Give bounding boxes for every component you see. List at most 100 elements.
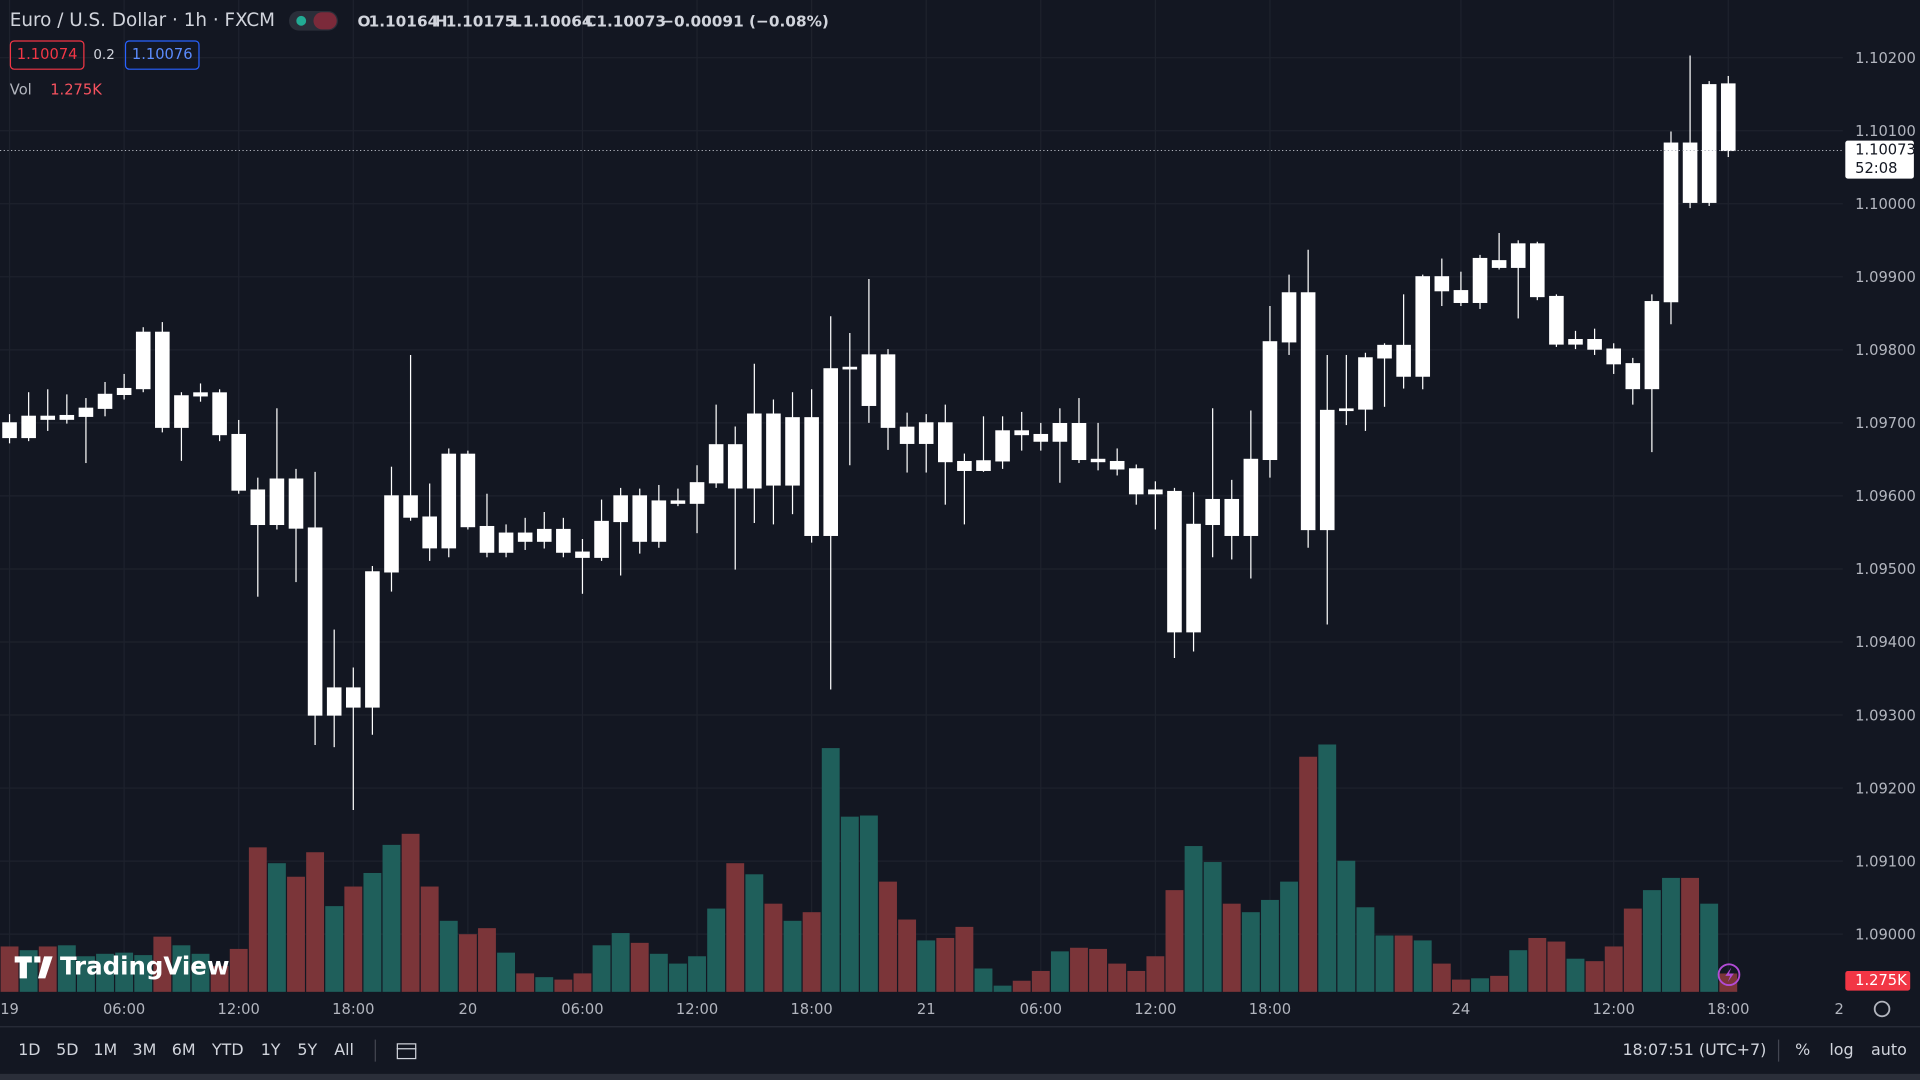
candle-body — [326, 687, 342, 716]
y-tick-label: 1.09100 — [1855, 853, 1916, 870]
range-button[interactable]: 1Y — [261, 1040, 281, 1059]
candle-body — [804, 417, 819, 536]
sell-button[interactable] — [9, 40, 85, 70]
x-tick-label: 12:00 — [218, 1001, 260, 1018]
range-button[interactable]: 6M — [172, 1040, 196, 1059]
symbol-title[interactable]: Euro / U.S. Dollar · 1h · FXCM — [10, 10, 275, 31]
volume-bar — [535, 977, 554, 992]
candle-body — [1090, 458, 1106, 463]
volume-bar — [592, 945, 611, 992]
range-button[interactable]: 5Y — [297, 1040, 317, 1059]
candle-body — [727, 444, 743, 489]
candle-body — [689, 482, 705, 504]
volume-bar — [382, 844, 401, 992]
candle-body — [384, 495, 399, 573]
candle-body — [766, 413, 781, 486]
ohlc-value: 1.10164 — [369, 13, 439, 31]
y-tick-label: 1.10000 — [1855, 196, 1916, 213]
ohlc-label: O — [358, 13, 371, 31]
volume-bar — [669, 963, 687, 992]
range-button[interactable]: 1D — [18, 1040, 40, 1059]
candle-body — [556, 528, 571, 553]
candle-body — [1167, 490, 1182, 633]
volume-bar — [764, 903, 783, 992]
log-toggle[interactable]: log — [1829, 1040, 1853, 1059]
candle-body — [747, 413, 762, 489]
toggle-dot — [296, 15, 307, 26]
volume-bar — [726, 863, 745, 992]
date-range-icon[interactable] — [396, 1043, 417, 1060]
volume-bar — [1394, 935, 1413, 992]
candle-body — [1510, 243, 1526, 268]
volume-bar — [1547, 941, 1566, 992]
volume-bar — [898, 919, 917, 992]
candle-body — [403, 495, 418, 518]
countdown-label: 52:08 — [1855, 160, 1897, 177]
volume-bar — [478, 928, 496, 992]
volume-bar — [783, 920, 802, 992]
candle-body — [231, 433, 247, 491]
volume-bar — [1222, 903, 1241, 992]
range-button[interactable]: YTD — [211, 1040, 244, 1059]
x-tick-label: 18:00 — [1707, 1001, 1749, 1018]
clock[interactable]: 18:07:51 (UTC+7) — [1622, 1040, 1766, 1059]
candle-body — [1663, 142, 1679, 303]
percent-toggle[interactable]: % — [1795, 1040, 1810, 1059]
volume-bar — [1070, 947, 1088, 992]
y-tick-label: 1.09900 — [1855, 269, 1916, 286]
visibility-toggle[interactable] — [288, 11, 338, 31]
volume-bar — [649, 953, 668, 992]
candle-body — [899, 426, 915, 444]
range-button[interactable]: 5D — [56, 1040, 78, 1059]
volume-bar — [1184, 846, 1203, 992]
range-button[interactable]: All — [334, 1040, 354, 1059]
volume-bar — [1089, 948, 1108, 992]
volume-bar — [1031, 970, 1050, 992]
logo[interactable]: TradingView — [14, 951, 230, 980]
x-tick-label: 18:00 — [790, 1001, 832, 1018]
auto-toggle[interactable]: auto — [1871, 1040, 1907, 1059]
alert-icon[interactable] — [1717, 963, 1741, 987]
candle-body — [21, 415, 36, 439]
grid — [0, 0, 1843, 992]
candle-body — [613, 495, 628, 523]
candle-body — [269, 478, 285, 526]
buy-button[interactable] — [124, 40, 200, 70]
candle-body — [174, 395, 189, 428]
x-tick-label: 18:00 — [1249, 1001, 1291, 1018]
volume-bar — [993, 985, 1012, 992]
candle-body — [823, 368, 839, 536]
volume-bar — [802, 912, 821, 992]
volume-bar — [401, 833, 420, 992]
candle-body — [575, 551, 590, 558]
volume-bar — [840, 816, 859, 992]
candle-body — [1549, 295, 1564, 345]
volume-bar — [287, 876, 305, 992]
x-tick-label: 20 — [459, 1001, 478, 1018]
range-button[interactable]: 3M — [133, 1040, 157, 1059]
y-tick-label: 1.09800 — [1855, 342, 1916, 359]
candle-body — [1568, 339, 1583, 345]
settings-icon[interactable] — [1873, 1000, 1891, 1018]
candle-body — [632, 495, 648, 542]
x-tick-label: 21 — [917, 1001, 936, 1018]
volume-bar — [1241, 912, 1260, 992]
logo-text: TradingView — [60, 951, 230, 980]
volume-bar — [573, 973, 592, 992]
range-button[interactable]: 1M — [93, 1040, 117, 1059]
spread: 0.2 — [93, 48, 114, 63]
volume-title[interactable]: Vol — [10, 82, 32, 99]
y-tick-label: 1.10100 — [1855, 123, 1916, 140]
candle-body — [155, 331, 170, 428]
candle-body — [1262, 341, 1278, 461]
volume-bar — [172, 945, 191, 992]
alert-bolt — [1725, 967, 1734, 983]
volume-bar — [955, 926, 974, 992]
volume-bar — [1681, 877, 1700, 992]
y-tick-label: 1.09200 — [1855, 780, 1916, 797]
volume-bar — [1642, 890, 1661, 992]
volume-bar — [1146, 956, 1165, 992]
volume-bar — [1337, 860, 1356, 992]
volume-bar — [1261, 899, 1279, 992]
x-tick-label: 06:00 — [103, 1001, 145, 1018]
